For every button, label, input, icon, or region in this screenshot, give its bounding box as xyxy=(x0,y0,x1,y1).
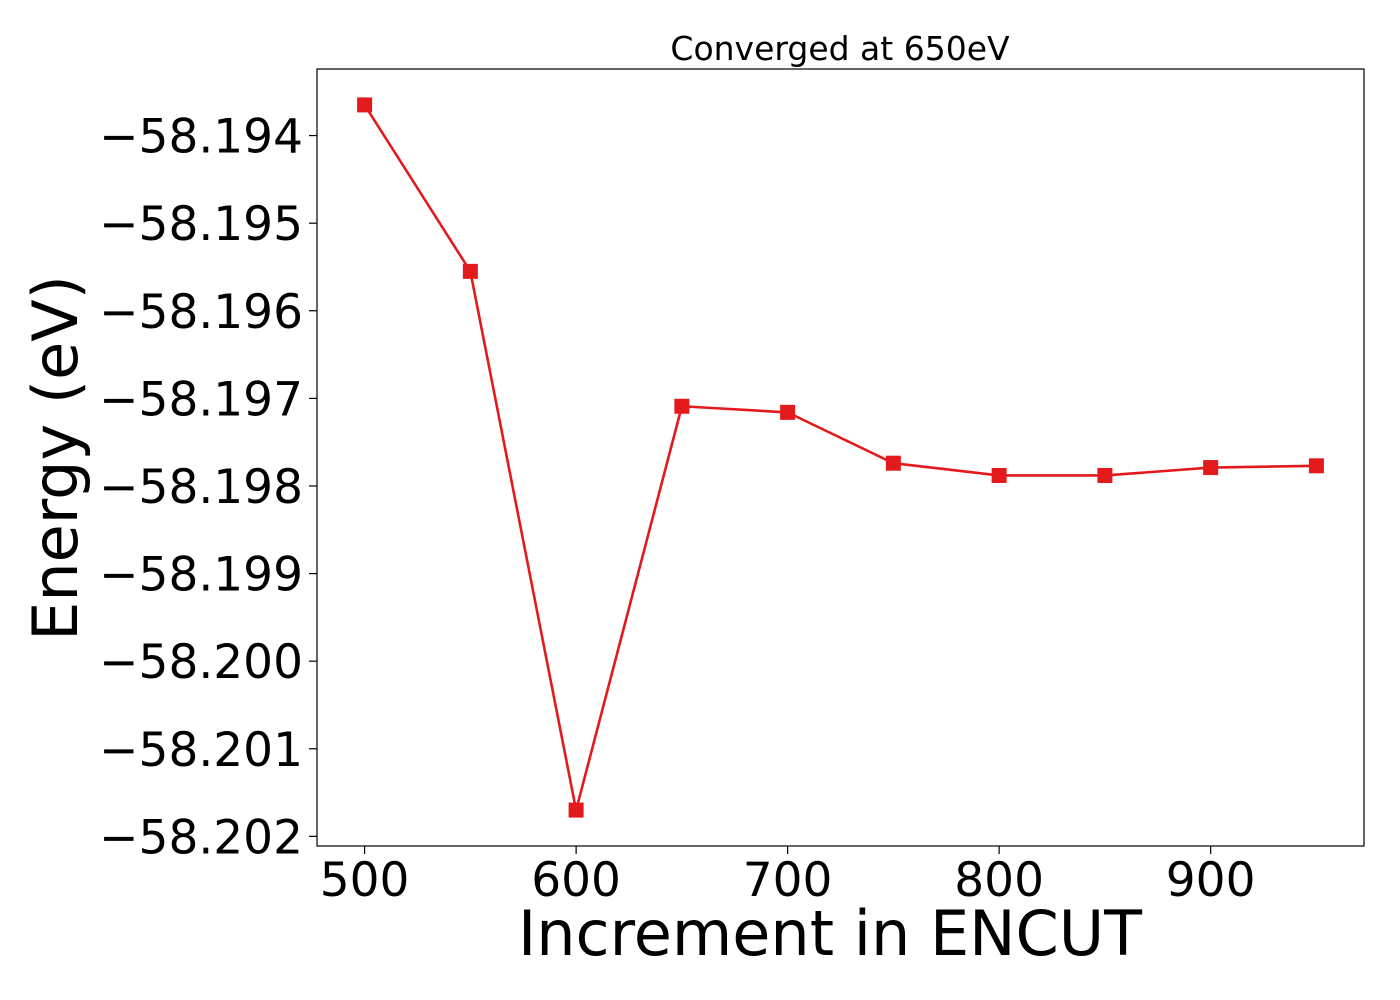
data-point-marker xyxy=(568,802,584,818)
x-axis: 500 600 700 800 900 xyxy=(320,846,1256,908)
y-tick-label: −58.202 xyxy=(99,810,303,865)
data-point-marker xyxy=(1097,467,1113,483)
data-point-marker xyxy=(780,404,796,420)
x-tick-label: 800 xyxy=(954,853,1044,908)
y-tick-label: −58.194 xyxy=(99,110,303,165)
data-point-marker xyxy=(674,398,690,414)
y-tick-label: −58.200 xyxy=(99,635,303,690)
series-line xyxy=(363,104,1317,812)
data-point-marker xyxy=(1203,460,1219,476)
data-point-marker xyxy=(991,467,1007,483)
series-layer xyxy=(357,97,1324,818)
data-point-marker xyxy=(462,263,478,279)
data-point-marker xyxy=(1308,458,1324,474)
x-tick-label: 600 xyxy=(531,853,621,908)
y-tick-label: −58.196 xyxy=(99,285,303,340)
y-tick-label: −58.199 xyxy=(99,548,303,603)
x-tick-label: 900 xyxy=(1166,853,1256,908)
data-point-marker xyxy=(885,455,901,471)
y-axis-label: Energy (eV) xyxy=(19,275,92,641)
y-axis: −58.194 −58.195 −58.196 −58.197 −58.198 −58.1… xyxy=(99,110,317,865)
y-tick-label: −58.195 xyxy=(99,197,303,252)
x-tick-label: 700 xyxy=(743,853,833,908)
y-tick-label: −58.197 xyxy=(99,372,303,427)
plot-area xyxy=(316,68,1365,847)
y-tick-label: −58.201 xyxy=(99,723,303,778)
x-tick-label: 500 xyxy=(320,853,410,908)
y-tick-label: −58.198 xyxy=(99,460,303,515)
chart-title: Converged at 650eV xyxy=(670,29,1010,68)
x-axis-label: Increment in ENCUT xyxy=(518,897,1143,970)
data-point-marker xyxy=(357,97,373,113)
